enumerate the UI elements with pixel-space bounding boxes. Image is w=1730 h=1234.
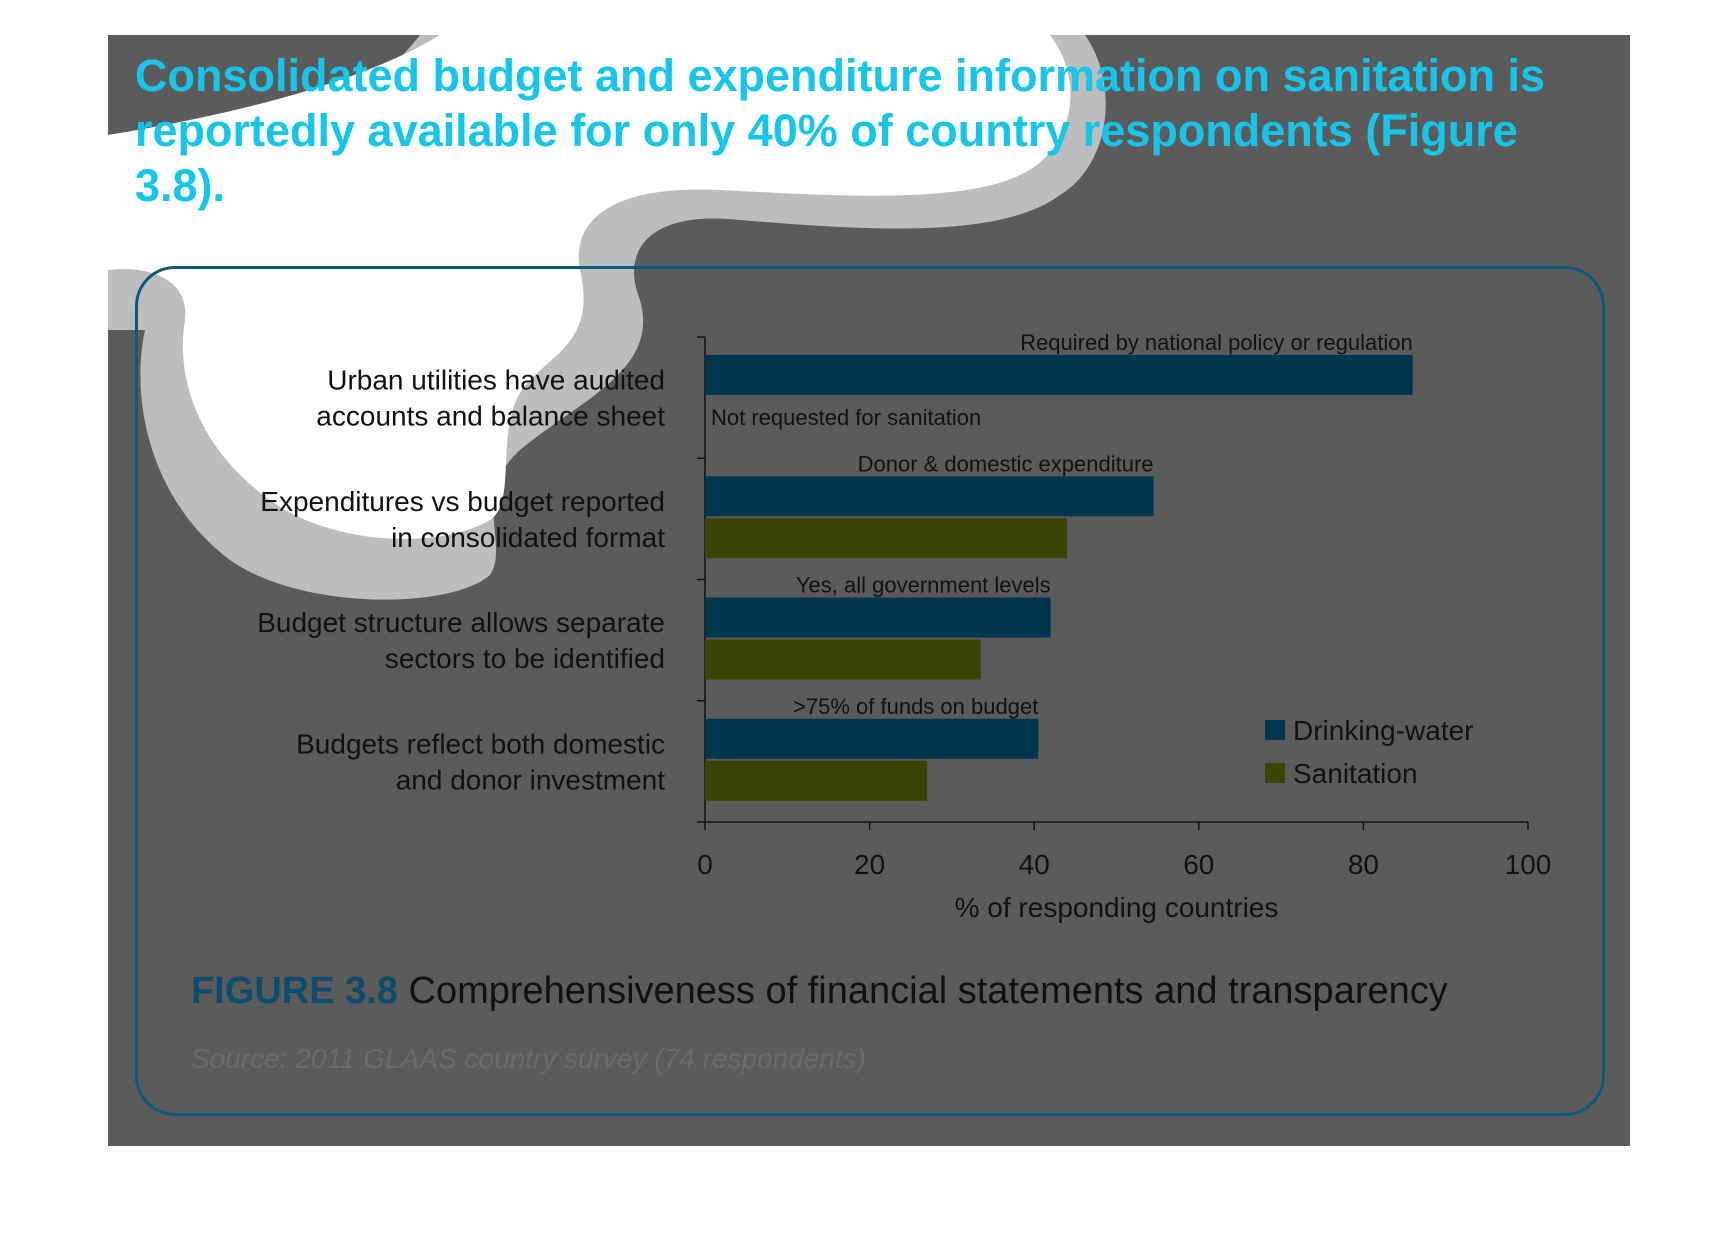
category-label: Expenditures vs budget reported: [260, 486, 665, 517]
bar-sanitation: [705, 518, 1068, 559]
category-label: sectors to be identified: [385, 643, 665, 674]
page-headline: Consolidated budget and expenditure info…: [135, 50, 1546, 211]
legend-swatch: [1265, 720, 1285, 740]
bar-drinking-water: [705, 355, 1413, 395]
source-note: Source: 2011 GLAAS country survey (74 re…: [191, 1043, 866, 1074]
bar-sanitation: [705, 760, 928, 801]
bar-drinking-water: [705, 597, 1051, 638]
chart-legend: Drinking-water Sanitation: [1265, 715, 1474, 789]
x-tick-label: 0: [697, 849, 713, 880]
x-axis-title: % of responding countries: [955, 892, 1279, 923]
x-tick-label: 100: [1505, 849, 1552, 880]
chart-labels: 0 20 40 60 80 100 % of responding countries Urb…: [257, 330, 1551, 923]
chart-bars: [705, 355, 1413, 801]
x-tick-label: 60: [1183, 849, 1214, 880]
legend-label: Drinking-water: [1293, 715, 1474, 746]
figure-caption: FIGURE 3.8 Comprehensiveness of financia…: [191, 970, 1448, 1013]
blob-inner: [108, 35, 1071, 539]
bar-annotation: Donor & domestic expenditure: [858, 451, 1154, 476]
bar-sanitation: [705, 639, 981, 680]
category-label: accounts and balance sheet: [316, 401, 665, 432]
x-tick-label: 80: [1348, 849, 1379, 880]
chart-frame: [135, 266, 1605, 1116]
category-label: Urban utilities have audited: [327, 365, 665, 396]
legend-swatch: [1265, 763, 1285, 783]
category-label: Budget structure allows separate: [257, 607, 665, 638]
figure-number: FIGURE 3.8: [191, 970, 398, 1012]
category-label: in consolidated format: [391, 522, 665, 553]
bar-drinking-water: [705, 718, 1039, 759]
legend-label: Sanitation: [1293, 758, 1418, 789]
category-label: Budgets reflect both domestic: [296, 728, 665, 759]
figure-title: Comprehensiveness of financial statement…: [408, 970, 1448, 1012]
bar-annotation: >75% of funds on budget: [793, 694, 1038, 719]
bar-annotation: Yes, all government levels: [796, 573, 1051, 598]
category-label: and donor investment: [396, 764, 666, 795]
bar-annotation: Required by national policy or regulatio…: [1020, 330, 1413, 355]
x-tick-label: 20: [854, 849, 885, 880]
x-tick-label: 40: [1019, 849, 1050, 880]
bar-drinking-water: [705, 476, 1154, 517]
missing-data-note: Not requested for sanitation: [711, 405, 981, 430]
